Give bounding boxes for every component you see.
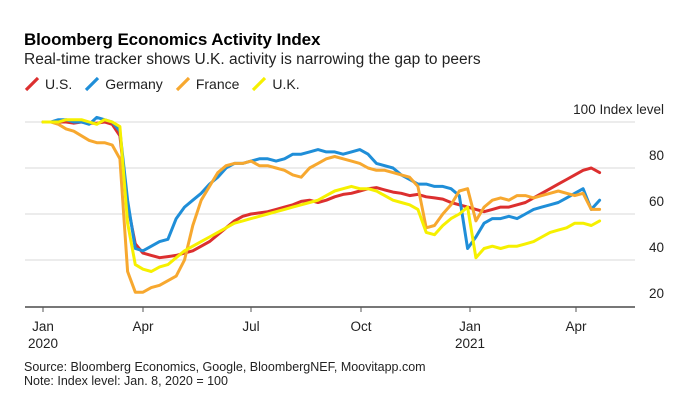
- legend-item: France: [175, 76, 240, 92]
- x-tick-year-label: 2021: [455, 336, 485, 351]
- y-tick-label: 80: [649, 148, 664, 163]
- legend-swatch-icon: [24, 76, 40, 92]
- legend-label: France: [195, 76, 240, 92]
- chart-subtitle: Real-time tracker shows U.K. activity is…: [24, 51, 481, 68]
- x-tick-label: Jan: [32, 319, 54, 334]
- legend-label: U.K.: [272, 76, 300, 92]
- series-line-uk: [41, 118, 602, 273]
- x-tick-label: Apr: [565, 319, 587, 334]
- y-tick-label: 20: [649, 286, 664, 301]
- series-line-france: [41, 120, 602, 294]
- legend-swatch-icon: [252, 76, 267, 92]
- legend-item: U.S.: [24, 76, 72, 92]
- y-tick-label: 100 Index level: [573, 102, 664, 117]
- y-tick-label: 40: [649, 240, 664, 255]
- x-tick-year-label: 2020: [28, 336, 58, 351]
- legend-swatch-icon: [175, 76, 190, 92]
- legend-swatch-icon: [85, 76, 100, 92]
- legend-item: Germany: [84, 76, 163, 92]
- chart-title: Bloomberg Economics Activity Index: [24, 30, 321, 49]
- series-line-germany: [41, 115, 602, 253]
- source-note: Source: Bloomberg Economics, Google, Blo…: [24, 360, 426, 374]
- legend-label: Germany: [105, 76, 163, 92]
- index-note: Note: Index level: Jan. 8, 2020 = 100: [24, 374, 228, 388]
- legend-item: U.K.: [251, 76, 300, 92]
- x-tick-label: Apr: [132, 319, 154, 334]
- legend: U.S. Germany France U.K.: [24, 76, 312, 92]
- x-tick-label: Jul: [242, 319, 259, 334]
- x-tick-label: Jan: [459, 319, 481, 334]
- x-tick-label: Oct: [350, 319, 371, 334]
- legend-label: U.S.: [45, 76, 73, 92]
- y-tick-label: 60: [649, 194, 664, 209]
